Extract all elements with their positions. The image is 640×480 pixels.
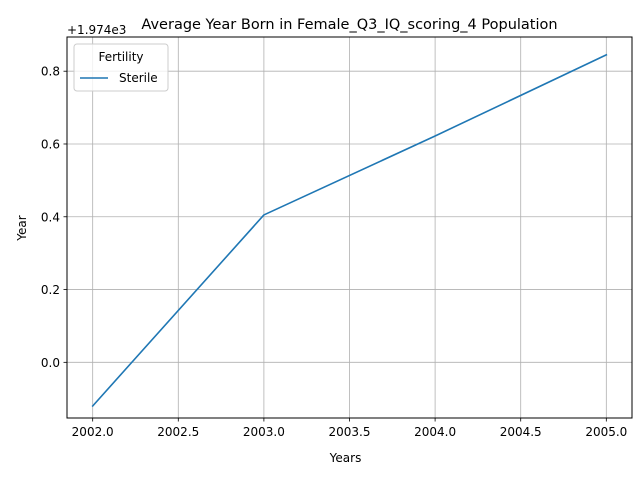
x-tick-label: 2002.0 <box>72 425 114 439</box>
x-axis-label: Years <box>329 451 362 465</box>
legend: Fertility Sterile <box>73 43 169 92</box>
y-tick-label: 0.6 <box>41 137 60 151</box>
chart-title: Average Year Born in Female_Q3_IQ_scorin… <box>141 17 557 33</box>
x-tick-label: 2002.5 <box>157 425 199 439</box>
y-tick-label: 0.4 <box>41 210 60 224</box>
x-tick-label: 2005.0 <box>585 425 627 439</box>
legend-label-sterile: Sterile <box>119 71 158 85</box>
x-axis-ticks: 2002.0 2002.5 2003.0 2003.5 2004.0 2004.5 2005… <box>72 418 627 439</box>
series-line-sterile <box>91 53 608 408</box>
x-tick-label: 2004.5 <box>500 425 542 439</box>
x-tick-label: 2003.5 <box>329 425 371 439</box>
y-offset-label: +1.974e3 <box>67 23 126 37</box>
legend-title: Fertility <box>98 50 143 64</box>
y-tick-label: 0.2 <box>41 283 60 297</box>
x-tick-label: 2003.0 <box>243 425 285 439</box>
x-tick-label: 2004.0 <box>414 425 456 439</box>
y-axis-label: Year <box>15 215 29 241</box>
legend-box <box>73 43 169 92</box>
y-tick-label: 0.0 <box>41 356 60 370</box>
series-layer <box>91 53 608 408</box>
y-axis-ticks: 0.0 0.2 0.4 0.6 0.8 <box>41 65 67 370</box>
grid-lines <box>67 37 632 418</box>
y-tick-label: 0.8 <box>41 65 60 79</box>
